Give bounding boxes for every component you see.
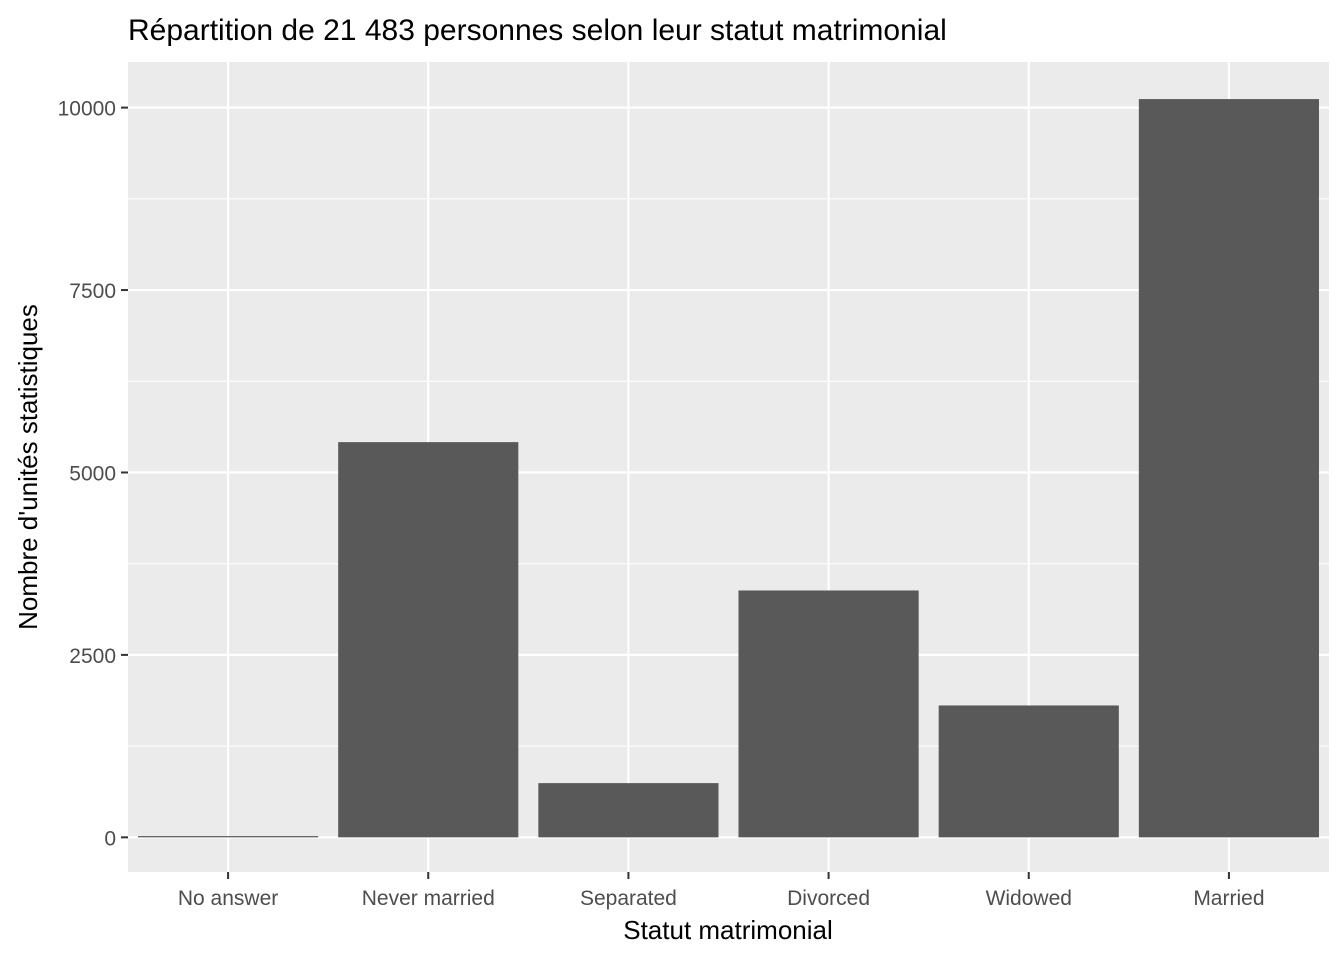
bar-never-married bbox=[338, 442, 519, 838]
y-tick-label: 7500 bbox=[69, 280, 116, 303]
bars bbox=[138, 99, 1319, 838]
y-axis-title: Nombre d'unités statistiques bbox=[13, 304, 43, 630]
x-tick-label: Widowed bbox=[986, 887, 1072, 910]
plot-panel bbox=[128, 62, 1329, 872]
y-tick-label: 0 bbox=[104, 827, 116, 850]
bar-divorced bbox=[738, 590, 919, 838]
x-tick-label: No answer bbox=[178, 887, 278, 910]
y-tick-label: 5000 bbox=[69, 462, 116, 485]
bar-no-answer bbox=[138, 836, 319, 838]
x-tick-label: Married bbox=[1193, 887, 1264, 910]
bar-married bbox=[1138, 99, 1319, 838]
minor-gridlines bbox=[128, 198, 1329, 747]
x-tick-label: Divorced bbox=[787, 887, 870, 910]
x-tick-label: Never married bbox=[362, 887, 495, 910]
x-axis: No answer Never married Separated Divorced W… bbox=[178, 872, 1265, 910]
y-tick-label: 10000 bbox=[58, 98, 116, 121]
y-axis: 0 2500 5000 7500 10000 bbox=[58, 98, 128, 850]
bar-widowed bbox=[938, 705, 1119, 838]
x-tick-label: Separated bbox=[580, 887, 677, 910]
x-axis-title: Statut matrimonial bbox=[623, 915, 833, 945]
y-tick-label: 2500 bbox=[69, 645, 116, 668]
bar-separated bbox=[538, 783, 719, 838]
chart-title: Répartition de 21 483 personnes selon le… bbox=[128, 14, 947, 47]
